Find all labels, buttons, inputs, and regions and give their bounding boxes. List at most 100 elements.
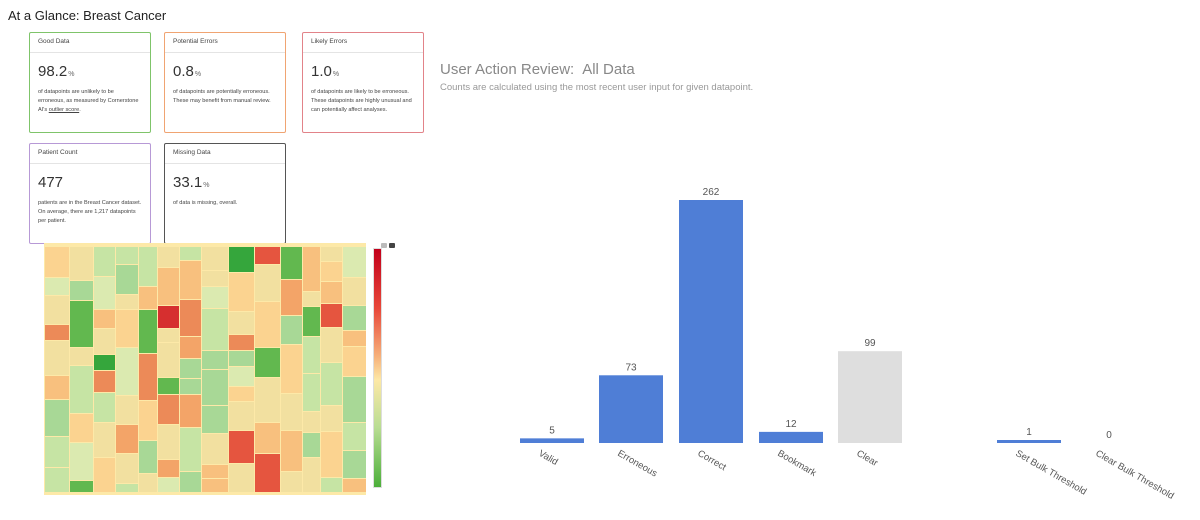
treemap-cell[interactable]: [255, 265, 280, 301]
treemap-cell[interactable]: [94, 355, 115, 370]
treemap-cell[interactable]: [343, 347, 366, 376]
treemap-cell[interactable]: [303, 337, 320, 373]
treemap-cell[interactable]: [94, 247, 115, 276]
treemap-cell[interactable]: [158, 329, 179, 342]
treemap-cell[interactable]: [343, 247, 366, 277]
treemap-cell[interactable]: [116, 396, 138, 424]
treemap-cell[interactable]: [45, 400, 69, 436]
treemap-cell[interactable]: [70, 366, 93, 413]
treemap-cell[interactable]: [45, 468, 69, 492]
treemap-cell[interactable]: [116, 310, 138, 347]
treemap-cell[interactable]: [139, 310, 157, 353]
colorbar-toggle-icon[interactable]: [381, 243, 387, 248]
treemap-cell[interactable]: [343, 479, 366, 492]
treemap-cell[interactable]: [303, 292, 320, 306]
bar-correct[interactable]: [679, 200, 743, 443]
treemap-cell[interactable]: [94, 277, 115, 309]
treemap-cell[interactable]: [281, 472, 302, 492]
treemap-cell[interactable]: [321, 262, 342, 281]
treemap-cell[interactable]: [70, 348, 93, 365]
treemap-cell[interactable]: [343, 278, 366, 305]
treemap-cell[interactable]: [139, 401, 157, 440]
treemap-cell[interactable]: [255, 247, 280, 264]
treemap-cell[interactable]: [229, 312, 254, 334]
treemap-cell[interactable]: [94, 423, 115, 457]
treemap-cell[interactable]: [255, 378, 280, 422]
treemap-cell[interactable]: [45, 278, 69, 295]
treemap-cell[interactable]: [139, 287, 157, 309]
treemap-cell[interactable]: [202, 271, 228, 286]
treemap-cell[interactable]: [321, 247, 342, 261]
treemap-cell[interactable]: [229, 387, 254, 401]
treemap-cell[interactable]: [180, 379, 201, 394]
treemap-cell[interactable]: [116, 247, 138, 264]
treemap-cell[interactable]: [94, 371, 115, 392]
treemap-cell[interactable]: [158, 306, 179, 328]
treemap-cell[interactable]: [202, 434, 228, 464]
treemap-cell[interactable]: [321, 432, 342, 477]
treemap-cell[interactable]: [180, 395, 201, 427]
treemap-cell[interactable]: [229, 273, 254, 311]
treemap-cell[interactable]: [45, 376, 69, 399]
treemap-cell[interactable]: [229, 431, 254, 463]
treemap-cell[interactable]: [303, 247, 320, 291]
treemap-cell[interactable]: [229, 351, 254, 366]
treemap-cell[interactable]: [321, 304, 342, 327]
treemap-cell[interactable]: [139, 474, 157, 492]
treemap-cell[interactable]: [321, 328, 342, 362]
treemap-cell[interactable]: [255, 423, 280, 453]
treemap-cell[interactable]: [180, 300, 201, 336]
treemap-cell[interactable]: [321, 406, 342, 431]
colorbar-menu-icon[interactable]: [389, 243, 395, 248]
treemap-cell[interactable]: [202, 287, 228, 308]
treemap-cell[interactable]: [281, 431, 302, 471]
treemap-cell[interactable]: [343, 451, 366, 478]
treemap-cell[interactable]: [158, 478, 179, 492]
treemap-cell[interactable]: [180, 261, 201, 299]
treemap-cell[interactable]: [70, 281, 93, 300]
treemap-cell[interactable]: [94, 329, 115, 354]
treemap-cell[interactable]: [202, 465, 228, 478]
treemap-cell[interactable]: [116, 484, 138, 492]
treemap-cell[interactable]: [281, 247, 302, 279]
treemap-cell[interactable]: [180, 359, 201, 378]
treemap-cell[interactable]: [281, 280, 302, 315]
treemap-cell[interactable]: [180, 247, 201, 260]
bar-erroneous[interactable]: [599, 375, 663, 443]
treemap-cell[interactable]: [158, 378, 179, 394]
bar-valid[interactable]: [520, 438, 584, 443]
treemap-cell[interactable]: [229, 335, 254, 350]
treemap-cell[interactable]: [202, 370, 228, 405]
treemap-cell[interactable]: [303, 412, 320, 432]
treemap-cell[interactable]: [139, 441, 157, 473]
treemap-cell[interactable]: [45, 247, 69, 277]
treemap-cell[interactable]: [139, 354, 157, 400]
treemap-canvas[interactable]: [44, 243, 366, 495]
treemap-cell[interactable]: [158, 268, 179, 305]
treemap-cell[interactable]: [45, 341, 69, 375]
treemap-cell[interactable]: [229, 464, 254, 492]
treemap-cell[interactable]: [229, 367, 254, 386]
treemap-cell[interactable]: [180, 472, 201, 492]
treemap-cell[interactable]: [70, 443, 93, 480]
treemap-cell[interactable]: [343, 423, 366, 450]
outlier-score-link[interactable]: outlier score: [48, 106, 80, 113]
treemap-cell[interactable]: [255, 454, 280, 492]
bar-set-bulk-threshold[interactable]: [997, 440, 1061, 443]
treemap-cell[interactable]: [94, 393, 115, 422]
treemap-cell[interactable]: [303, 458, 320, 492]
treemap-cell[interactable]: [255, 302, 280, 347]
treemap-cell[interactable]: [45, 296, 69, 324]
treemap-cell[interactable]: [158, 343, 179, 377]
treemap-cell[interactable]: [45, 437, 69, 467]
treemap-cell[interactable]: [202, 351, 228, 369]
treemap-cell[interactable]: [202, 479, 228, 492]
treemap-cell[interactable]: [158, 247, 179, 267]
treemap-cell[interactable]: [70, 481, 93, 492]
treemap-cell[interactable]: [281, 394, 302, 430]
outlier-treemap[interactable]: [44, 243, 366, 495]
treemap-cell[interactable]: [321, 363, 342, 405]
treemap-cell[interactable]: [202, 309, 228, 350]
treemap-cell[interactable]: [180, 428, 201, 471]
treemap-cell[interactable]: [343, 306, 366, 330]
